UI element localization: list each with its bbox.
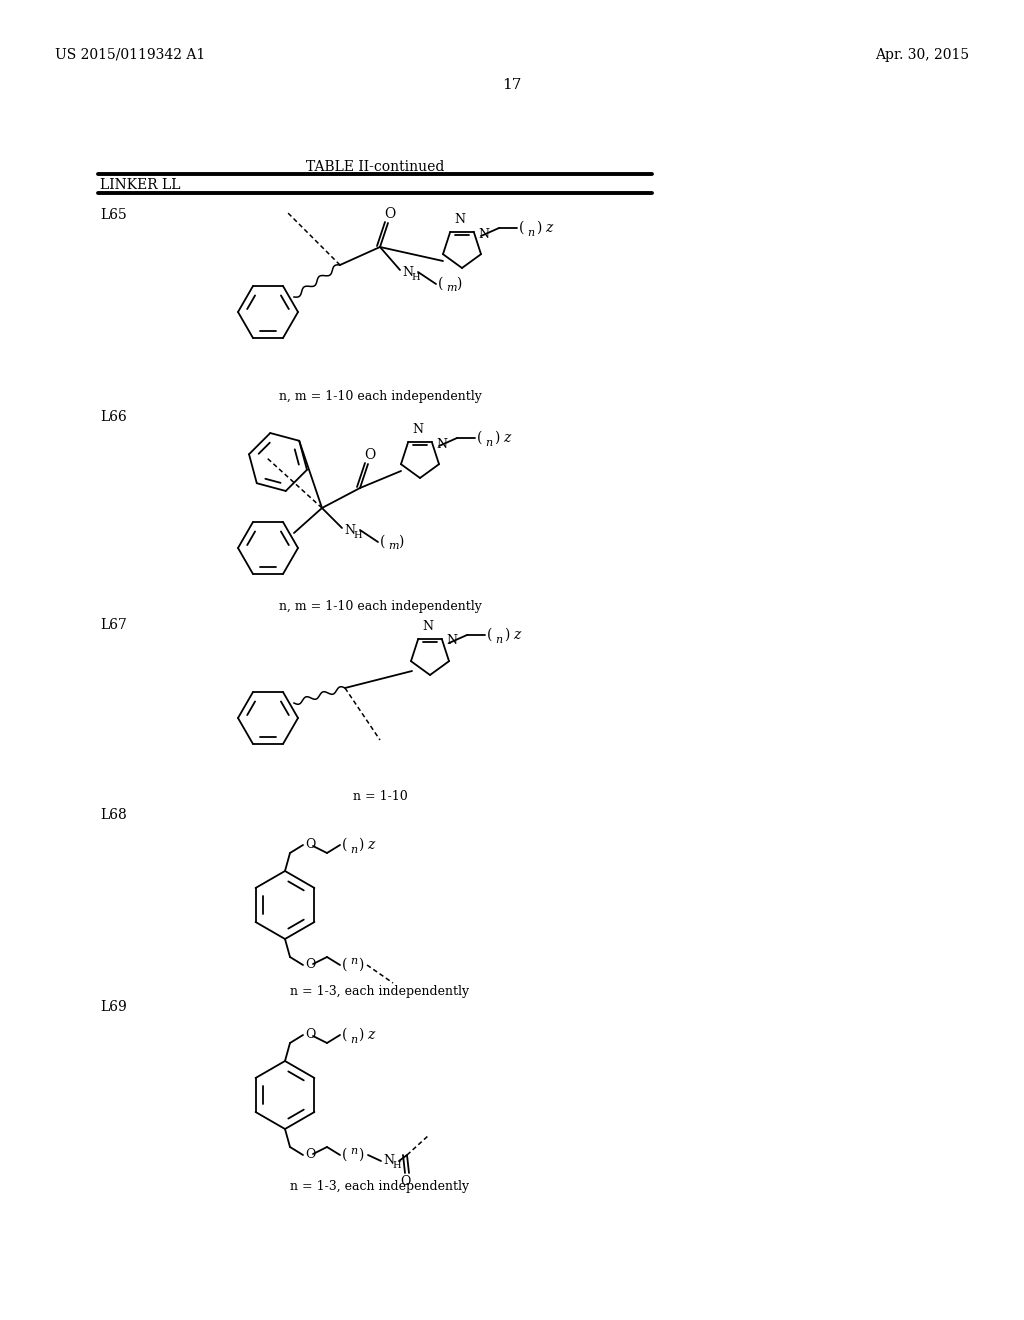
Text: LINKER LL: LINKER LL (100, 178, 180, 191)
Text: (: ( (342, 1028, 347, 1041)
Text: ): ) (358, 1148, 364, 1162)
Text: ): ) (358, 838, 364, 851)
Text: (: ( (438, 277, 443, 290)
Text: ): ) (494, 432, 500, 445)
Text: ): ) (536, 220, 542, 235)
Text: n: n (350, 956, 357, 966)
Text: O: O (384, 207, 395, 220)
Text: O: O (365, 447, 376, 462)
Text: n, m = 1-10 each independently: n, m = 1-10 each independently (279, 389, 481, 403)
Text: N: N (413, 422, 424, 436)
Text: O: O (305, 958, 315, 972)
Text: 17: 17 (503, 78, 521, 92)
Text: H: H (392, 1162, 400, 1171)
Text: ): ) (358, 1028, 364, 1041)
Text: z: z (503, 432, 510, 445)
Text: (: ( (477, 432, 482, 445)
Text: n: n (527, 228, 535, 238)
Text: N: N (383, 1155, 394, 1167)
Text: n = 1-10: n = 1-10 (352, 789, 408, 803)
Text: H: H (411, 272, 420, 281)
Text: L69: L69 (100, 1001, 127, 1014)
Text: ): ) (358, 958, 364, 972)
Text: N: N (446, 635, 457, 648)
Text: L67: L67 (100, 618, 127, 632)
Text: L66: L66 (100, 411, 127, 424)
Text: m: m (388, 541, 398, 550)
Text: (: ( (342, 838, 347, 851)
Text: ): ) (504, 628, 509, 642)
Text: n: n (485, 438, 493, 447)
Text: (: ( (519, 220, 524, 235)
Text: O: O (305, 838, 315, 851)
Text: m: m (446, 282, 457, 293)
Text: n = 1-3, each independently: n = 1-3, each independently (291, 1180, 470, 1193)
Text: L65: L65 (100, 209, 127, 222)
Text: n = 1-3, each independently: n = 1-3, each independently (291, 985, 470, 998)
Text: O: O (399, 1175, 411, 1188)
Text: N: N (455, 213, 466, 226)
Text: TABLE II-continued: TABLE II-continued (306, 160, 444, 174)
Text: n: n (350, 1146, 357, 1156)
Text: N: N (423, 620, 433, 634)
Text: N: N (478, 227, 489, 240)
Text: z: z (545, 220, 552, 235)
Text: (: ( (487, 628, 493, 642)
Text: N: N (402, 265, 413, 279)
Text: z: z (367, 838, 374, 851)
Text: z: z (367, 1028, 374, 1041)
Text: ): ) (456, 277, 462, 290)
Text: US 2015/0119342 A1: US 2015/0119342 A1 (55, 48, 205, 62)
Text: O: O (305, 1028, 315, 1041)
Text: n: n (350, 845, 357, 855)
Text: n: n (350, 1035, 357, 1045)
Text: (: ( (380, 535, 385, 549)
Text: H: H (353, 531, 361, 540)
Text: n: n (495, 635, 502, 645)
Text: (: ( (342, 1148, 347, 1162)
Text: z: z (513, 628, 520, 642)
Text: ): ) (398, 535, 403, 549)
Text: N: N (344, 524, 355, 536)
Text: (: ( (342, 958, 347, 972)
Text: O: O (305, 1148, 315, 1162)
Text: N: N (436, 437, 447, 450)
Text: Apr. 30, 2015: Apr. 30, 2015 (874, 48, 969, 62)
Text: L68: L68 (100, 808, 127, 822)
Text: n, m = 1-10 each independently: n, m = 1-10 each independently (279, 601, 481, 612)
